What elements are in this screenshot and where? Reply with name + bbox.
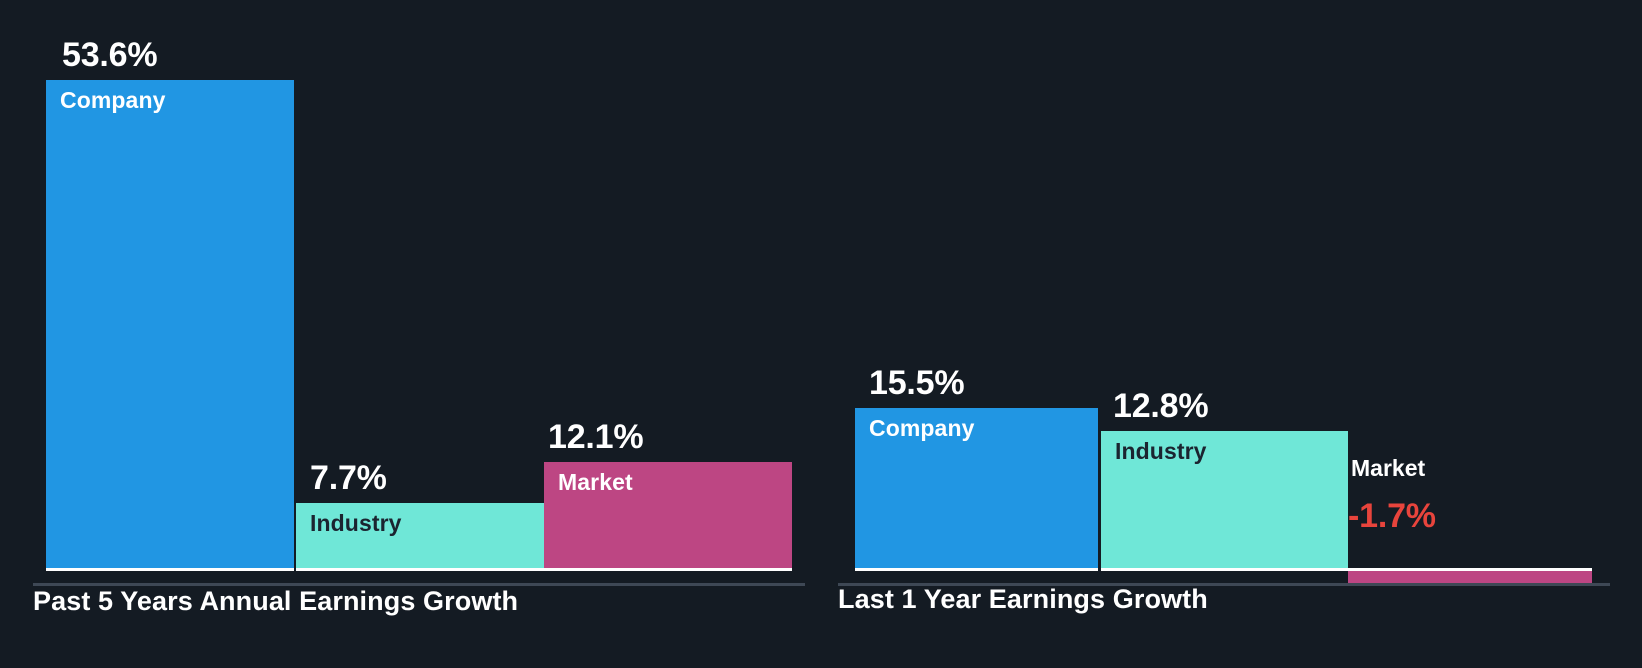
chart-panel-last-1-year: 15.5% Company 12.8% Industry Market -1.7… — [821, 0, 1642, 668]
value-label-industry: 7.7% — [310, 459, 387, 497]
chart-title-last-1-year: Last 1 Year Earnings Growth — [838, 584, 1208, 614]
plot-area-last-1-year: 15.5% Company 12.8% Industry Market -1.7… — [821, 0, 1642, 668]
bar-market[interactable] — [1348, 568, 1592, 584]
chart-title-past-5-years: Past 5 Years Annual Earnings Growth — [33, 586, 519, 616]
bar-label-industry: Industry — [1115, 438, 1207, 464]
value-label-company: 53.6% — [62, 36, 158, 74]
value-label-industry: 12.8% — [1113, 387, 1209, 425]
bar-label-company: Company — [60, 87, 166, 113]
chart-panel-past-5-years: 53.6% Company 7.7% Industry 12.1% Market… — [33, 36, 805, 616]
bar-company[interactable]: Company — [855, 408, 1098, 571]
value-label-company: 15.5% — [869, 364, 965, 402]
bar-industry[interactable]: Industry — [296, 503, 544, 571]
bar-label-company: Company — [869, 415, 975, 441]
bar-label-market: Market — [558, 469, 633, 495]
bar-industry[interactable]: Industry — [1101, 431, 1348, 571]
value-label-market: 12.1% — [548, 418, 644, 456]
bar-label-industry: Industry — [310, 510, 402, 536]
plot-area-past-5-years: 53.6% Company 7.7% Industry 12.1% Market… — [33, 36, 805, 616]
axis-line — [33, 583, 805, 586]
bar-label-market: Market — [1351, 455, 1426, 481]
value-label-market: -1.7% — [1348, 497, 1436, 535]
axis-line — [838, 583, 1610, 586]
bar-market[interactable]: Market — [544, 462, 792, 571]
bar-company[interactable]: Company — [46, 80, 294, 571]
